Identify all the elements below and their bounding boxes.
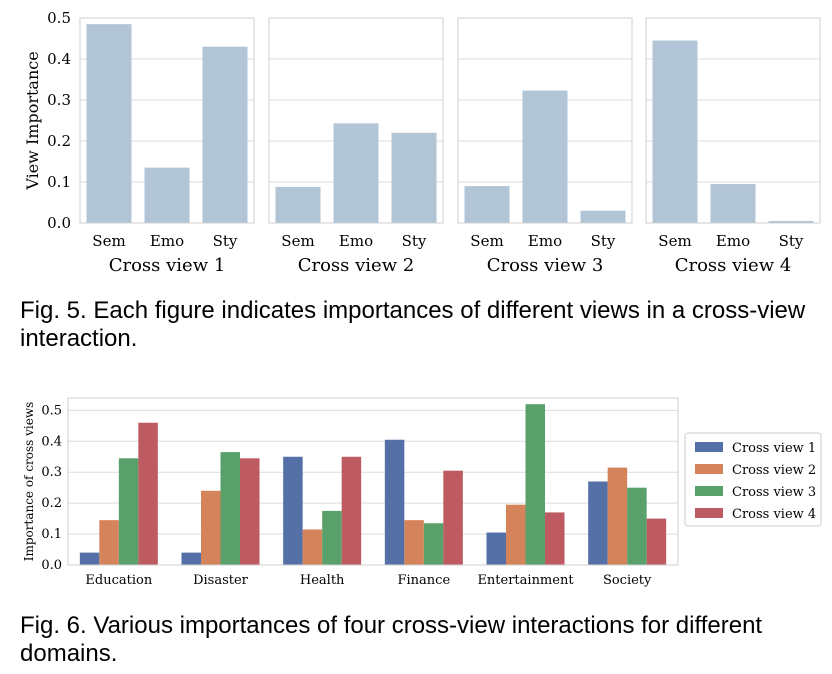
fig5-panel-frame [457, 17, 633, 224]
fig6-ytick-label: 0.3 [41, 465, 62, 480]
fig6-xtick-label: Finance [398, 573, 451, 588]
fig5-bar [768, 220, 814, 223]
fig6-ytick-label: 0.2 [41, 496, 62, 511]
fig6-bar [99, 520, 119, 565]
fig5-xtick-label: Sty [591, 232, 616, 250]
fig6-legend-label: Cross view 3 [732, 485, 816, 500]
fig5-xtick-label: Sem [470, 232, 503, 250]
fig5-panel-xlabel: Cross view 1 [109, 255, 226, 276]
fig6-bar [646, 518, 667, 565]
fig6-xtick-label: Disaster [193, 573, 249, 588]
fig5-xtick-label: Sty [779, 232, 804, 250]
fig6-bar [283, 456, 303, 565]
fig5-bar [652, 40, 698, 223]
fig6-bar [627, 487, 647, 565]
fig5-bar [144, 167, 190, 223]
fig6-bar [607, 467, 628, 565]
fig5-bar [86, 24, 132, 224]
fig5-ytick-label: 0.1 [47, 173, 71, 191]
fig5-ytick-label: 0.4 [47, 50, 71, 68]
fig6-xtick-label: Health [300, 573, 345, 588]
fig6-legend-swatch [695, 508, 723, 518]
fig6-ytick-label: 0.0 [41, 558, 62, 573]
fig5-ylabel: View Importance [23, 51, 42, 190]
fig5-bar [202, 46, 248, 224]
fig5-xtick-label: Sty [213, 232, 238, 250]
fig5-ytick-label: 0.0 [47, 214, 71, 232]
fig6-chart: 0.0 0.1 0.2 0.3 0.4 0.5 Importance of cross vi… [22, 397, 822, 588]
fig5-panel: Sem Emo Sty Cross view 2 [268, 17, 444, 276]
fig5-panel: Sem Emo Sty Cross view 1 [79, 17, 255, 276]
fig5-ytick-label: 0.2 [47, 132, 71, 150]
fig6-bar [545, 512, 565, 565]
fig6-caption: Fig. 6. Various importances of four cros… [20, 612, 763, 667]
fig6-bar [181, 552, 201, 565]
fig5-panel: Sem Emo Sty Cross view 4 [645, 17, 821, 276]
fig5-bar [391, 132, 437, 223]
fig6-legend-swatch [695, 486, 723, 496]
fig5-panel-xlabel: Cross view 3 [487, 255, 604, 276]
fig6-xtick-label: Society [603, 573, 652, 588]
fig6-ytick-label: 0.1 [41, 527, 62, 542]
fig6-xtick-label: Entertainment [477, 573, 574, 588]
fig6-ytick-label: 0.5 [41, 403, 62, 418]
fig6-bar [220, 452, 240, 565]
fig5-panel-xlabel: Cross view 2 [298, 255, 415, 276]
fig5-xtick-label: Sty [402, 232, 427, 250]
fig5-panel: Sem Emo Sty Cross view 3 [457, 17, 633, 276]
fig6-bar [486, 532, 506, 565]
fig5-xtick-label: Emo [339, 232, 373, 250]
fig5-bar [580, 210, 626, 223]
fig6-bar [423, 523, 444, 565]
fig6-bar [322, 510, 342, 565]
fig6-bar [443, 470, 463, 565]
fig6-bar [506, 504, 526, 565]
fig6-legend-swatch [695, 464, 723, 474]
fig6-ylabel: Importance of cross views [22, 402, 36, 562]
fig5-panel-xlabel: Cross view 4 [675, 255, 792, 276]
fig6-bar [588, 481, 608, 565]
fig6-legend-swatch [695, 442, 723, 452]
fig6-legend-label: Cross view 2 [732, 463, 816, 478]
fig6-legend: Cross view 1 Cross view 2 Cross view 3 Cros… [684, 432, 822, 527]
fig5-panel-frame [79, 17, 255, 224]
fig6-legend-label: Cross view 1 [732, 441, 816, 456]
fig5-bar [522, 90, 568, 223]
fig6-bar [118, 458, 139, 565]
fig6-legend-label: Cross view 4 [732, 507, 816, 522]
fig6-ytick-label: 0.4 [41, 434, 62, 449]
fig6-bar [201, 490, 221, 565]
fig5-bar [464, 186, 510, 223]
fig6-legend-box [684, 432, 822, 527]
fig5-xtick-label: Emo [528, 232, 562, 250]
fig5-bar [333, 123, 379, 223]
fig5-bar [275, 186, 321, 223]
fig6-bar [384, 439, 405, 565]
fig6-bar [138, 422, 158, 565]
fig5-xtick-label: Sem [92, 232, 125, 250]
fig5-ytick-label: 0.5 [47, 9, 71, 27]
fig5-caption: Fig. 5. Each figure indicates importance… [20, 297, 806, 352]
fig6-bar [302, 529, 323, 565]
fig5-xtick-label: Emo [716, 232, 750, 250]
fig5-xtick-label: Sem [281, 232, 314, 250]
fig6-bar [404, 520, 424, 565]
fig6-xtick-label: Education [85, 573, 152, 588]
fig5-panel-frame [268, 17, 444, 224]
fig6-bar [341, 456, 362, 565]
fig5-xtick-label: Sem [658, 232, 691, 250]
fig5-ytick-label: 0.3 [47, 91, 71, 109]
fig5-panel-frame [645, 17, 821, 224]
fig6-bar [240, 458, 260, 565]
fig5-bar [710, 184, 756, 223]
fig5-xtick-label: Emo [150, 232, 184, 250]
fig6-plot-frame [67, 397, 679, 566]
fig6-bar [525, 404, 545, 565]
fig6-bar [79, 552, 100, 565]
